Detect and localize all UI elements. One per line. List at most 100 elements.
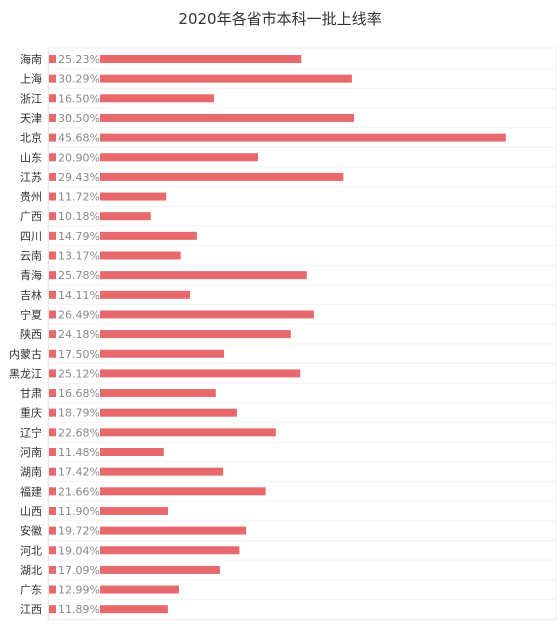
value-label-background: [56, 386, 100, 401]
value-label-background: [56, 346, 100, 361]
value-label-background: [56, 268, 100, 283]
value-label: 25.12%: [58, 367, 100, 380]
bar: [49, 349, 224, 358]
value-label: 12.99%: [58, 584, 100, 597]
value-label-background: [56, 150, 100, 165]
bar: [49, 231, 197, 240]
value-label-background: [56, 287, 100, 302]
bar: [49, 389, 216, 398]
bar: [49, 408, 237, 417]
chart-title: 2020年各省市本科一批上线率: [178, 10, 382, 28]
value-label-background: [56, 71, 100, 86]
value-label: 25.78%: [58, 269, 100, 282]
category-label: 内蒙古: [9, 347, 42, 361]
value-label: 24.18%: [58, 328, 100, 341]
bar: [49, 330, 291, 339]
value-label-background: [56, 425, 100, 440]
value-label: 30.50%: [58, 112, 100, 125]
value-label-background: [56, 52, 100, 66]
category-label: 上海: [20, 72, 42, 86]
category-label: 江苏: [20, 171, 42, 184]
bar: [49, 467, 224, 476]
value-label: 18.79%: [58, 407, 100, 420]
value-label-background: [56, 484, 100, 499]
value-label: 26.49%: [58, 308, 100, 321]
value-label: 11.89%: [58, 603, 100, 616]
value-label: 29.43%: [58, 171, 100, 184]
bar: [49, 94, 214, 103]
value-label-background: [56, 189, 100, 204]
category-label: 河南: [20, 446, 42, 459]
value-label: 17.09%: [58, 564, 100, 577]
category-label: 青海: [20, 268, 42, 282]
value-label: 10.18%: [58, 210, 100, 223]
value-label-background: [56, 503, 100, 518]
category-label: 甘肃: [20, 387, 42, 400]
value-label-background: [56, 307, 100, 322]
value-label-background: [56, 169, 100, 184]
bar: [49, 192, 167, 201]
value-label: 19.72%: [58, 525, 100, 538]
bar: [49, 428, 276, 437]
value-label: 11.72%: [58, 191, 100, 204]
value-label: 20.90%: [58, 151, 100, 164]
category-label: 辽宁: [20, 425, 42, 439]
category-label: 北京: [20, 131, 42, 145]
category-label: 广东: [20, 584, 42, 597]
bar: [49, 290, 191, 299]
category-label: 四川: [20, 230, 42, 243]
value-label: 13.17%: [58, 250, 100, 263]
value-label-background: [56, 602, 100, 617]
value-label-background: [56, 464, 100, 479]
value-label-background: [56, 91, 100, 106]
bar: [49, 271, 307, 280]
value-label: 16.50%: [58, 92, 100, 105]
value-label: 25.23%: [58, 53, 100, 66]
bar: [49, 506, 168, 515]
bar: [49, 369, 301, 378]
value-label: 17.42%: [58, 466, 100, 479]
bar: [49, 55, 302, 63]
bar: [49, 133, 506, 142]
category-label: 海南: [20, 52, 42, 66]
category-label: 云南: [20, 250, 42, 263]
value-label: 19.04%: [58, 544, 100, 557]
value-label-background: [56, 445, 100, 459]
value-label-background: [56, 543, 100, 558]
value-label-background: [56, 130, 100, 145]
bar: [49, 172, 344, 181]
category-label: 天津: [20, 112, 42, 125]
bar: [49, 448, 164, 456]
category-label: 江西: [20, 603, 42, 616]
value-label: 21.66%: [58, 485, 100, 498]
value-label-background: [56, 327, 100, 342]
value-label: 22.68%: [58, 426, 100, 439]
bar: [49, 585, 179, 594]
bar: [49, 310, 314, 319]
category-label: 河北: [20, 544, 42, 557]
value-label-background: [56, 209, 100, 224]
bar: [49, 153, 258, 162]
category-label: 吉林: [20, 288, 42, 302]
bar: [49, 74, 352, 83]
bar: [49, 546, 240, 555]
category-label: 山东: [20, 151, 42, 164]
category-label: 宁夏: [20, 307, 42, 321]
value-label: 17.50%: [58, 348, 100, 361]
category-label: 湖南: [20, 466, 42, 479]
value-label-background: [56, 248, 100, 263]
bar: [49, 487, 266, 496]
value-label-background: [56, 228, 100, 243]
value-label-background: [56, 366, 100, 381]
value-label-background: [56, 110, 100, 125]
value-label: 30.29%: [58, 73, 100, 86]
value-label: 11.90%: [58, 505, 100, 518]
category-label: 广西: [20, 210, 42, 223]
category-label: 安徽: [20, 524, 42, 538]
bar: [49, 251, 181, 260]
value-label-background: [56, 582, 100, 597]
value-label-background: [56, 562, 100, 577]
value-label: 16.68%: [58, 387, 100, 400]
bar: [49, 113, 354, 122]
